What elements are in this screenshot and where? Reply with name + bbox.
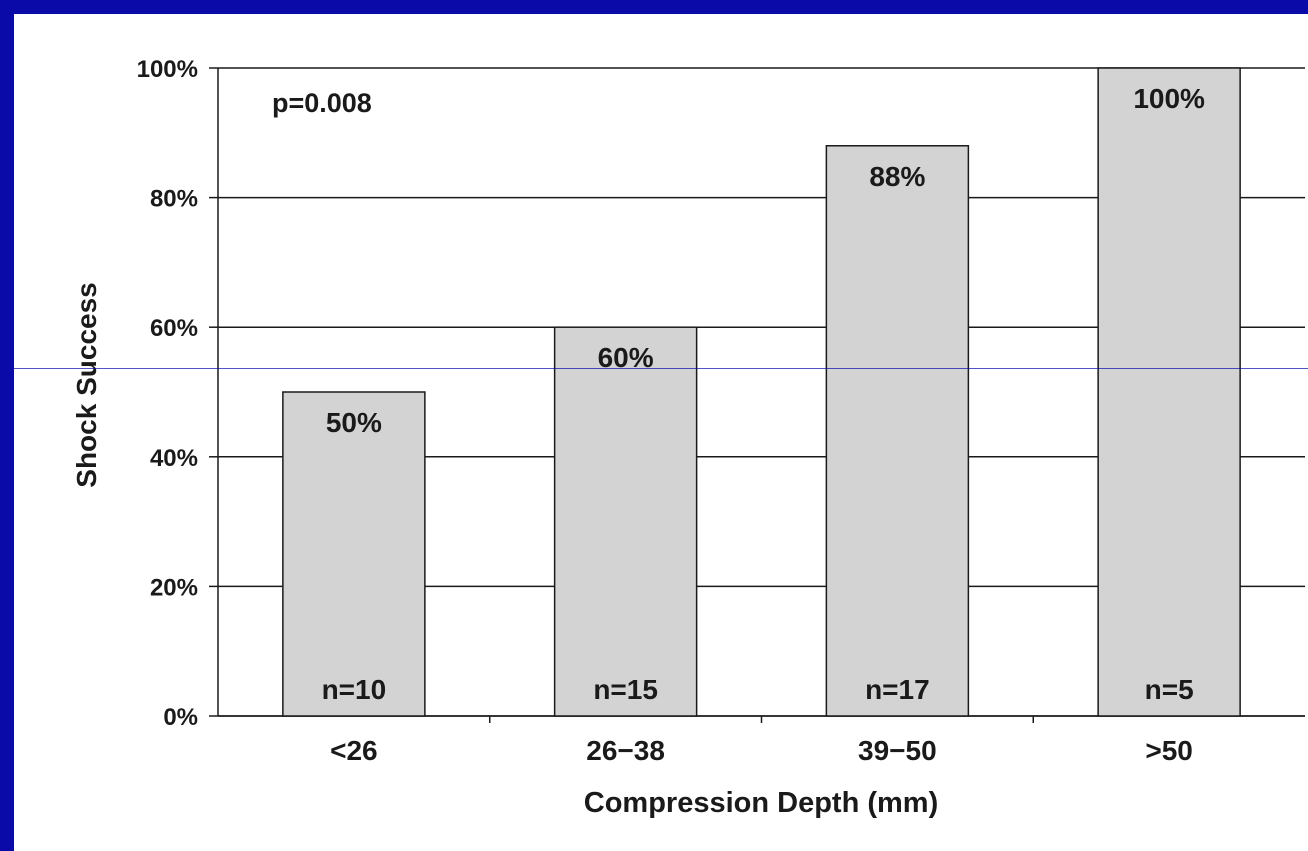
bar: [825, 145, 970, 717]
y-axis-title: Shock Success: [71, 282, 102, 487]
y-tick-label: 20%: [150, 574, 198, 601]
bar-value-label: 100%: [1133, 83, 1205, 114]
bar: [553, 326, 698, 717]
x-tick-label: >50: [1145, 735, 1193, 766]
y-tick-label: 80%: [150, 186, 198, 213]
slide-frame-top: [0, 0, 1308, 14]
bar-sample-label: n=10: [322, 674, 387, 705]
bar-value-label: 88%: [869, 161, 925, 192]
p-value-annotation: p=0.008: [272, 88, 372, 118]
bar-sample-label: n=15: [593, 674, 658, 705]
horizontal-guide-line: [14, 368, 1308, 369]
bar-sample-label: n=5: [1145, 674, 1194, 705]
labels: 0%20%40%60%80%100%50%n=10<2660%n=1526−38…: [137, 56, 1205, 766]
x-tick-label: 39−50: [858, 735, 937, 766]
bar-value-label: 50%: [326, 407, 382, 438]
x-axis-title: Compression Depth (mm): [584, 787, 938, 819]
y-tick-label: 60%: [150, 315, 198, 342]
y-tick-label: 0%: [163, 704, 198, 731]
slide-frame-left: [0, 0, 14, 851]
y-tick-label: 100%: [137, 56, 198, 83]
y-tick-label: 40%: [150, 445, 198, 472]
x-tick-label: 26−38: [586, 735, 665, 766]
bar: [1097, 67, 1241, 717]
bars: [282, 67, 1241, 717]
bar: [282, 391, 426, 717]
bar-sample-label: n=17: [865, 674, 930, 705]
x-tick-label: <26: [330, 735, 378, 766]
